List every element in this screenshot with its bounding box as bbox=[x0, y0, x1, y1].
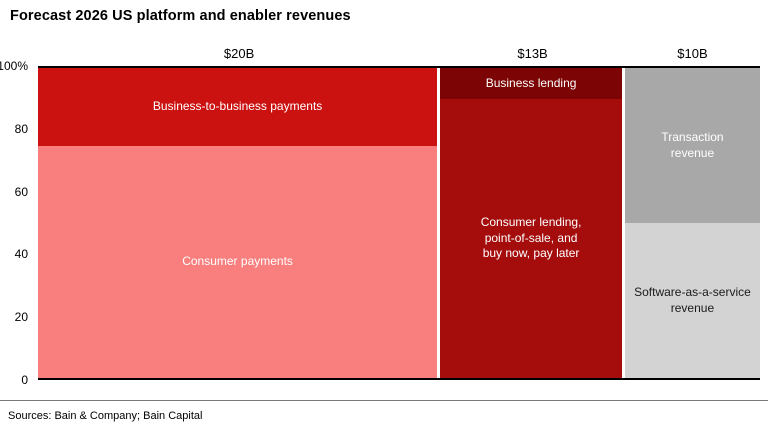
y-tick-label: 80 bbox=[14, 121, 28, 136]
column-label-2: $13B bbox=[517, 46, 548, 61]
chart-segment: Consumer payments bbox=[38, 145, 438, 378]
segment-label: Consumer payments bbox=[182, 253, 293, 268]
y-tick-label: 40 bbox=[14, 247, 28, 262]
y-tick-label: 20 bbox=[14, 310, 28, 325]
column-headers: $20B $13B $10B bbox=[38, 46, 760, 64]
segment-label: Software-as-a-service revenue bbox=[634, 284, 751, 315]
column-label-1: $20B bbox=[223, 46, 255, 61]
y-axis: 100% 80 60 40 20 0 bbox=[0, 59, 34, 387]
mekko-column-3: Transaction revenue Software-as-a-service… bbox=[624, 68, 760, 378]
plot-area: Business-to-business payments Consumer pa… bbox=[38, 66, 760, 380]
column-label-3: $10B bbox=[677, 46, 708, 61]
chart-segment: Transaction revenue bbox=[624, 68, 760, 223]
chart-segment: Consumer lending, point-of-sale, and buy… bbox=[440, 99, 622, 378]
chart-segment: Business lending bbox=[440, 68, 622, 99]
chart-title: Forecast 2026 US platform and enabler re… bbox=[10, 8, 351, 24]
y-tick-label: 0 bbox=[21, 373, 28, 387]
segment-label: Business lending bbox=[485, 75, 577, 90]
mekko-column-2: Business lending Consumer lending, point-… bbox=[440, 68, 625, 378]
y-tick-label: 100% bbox=[0, 59, 28, 73]
segment-label: Consumer lending, point-of-sale, and buy… bbox=[480, 215, 582, 261]
footer-divider bbox=[0, 400, 768, 401]
mekko-column-1: Business-to-business payments Consumer pa… bbox=[38, 68, 441, 378]
segment-label: Business-to-business payments bbox=[152, 98, 323, 113]
chart-segment: Business-to-business payments bbox=[38, 68, 438, 146]
y-tick-label: 60 bbox=[14, 184, 28, 199]
segment-label: Transaction revenue bbox=[661, 129, 724, 160]
chart-segment: Software-as-a-service revenue bbox=[624, 223, 760, 378]
source-note: Sources: Bain & Company; Bain Capital bbox=[8, 410, 203, 422]
